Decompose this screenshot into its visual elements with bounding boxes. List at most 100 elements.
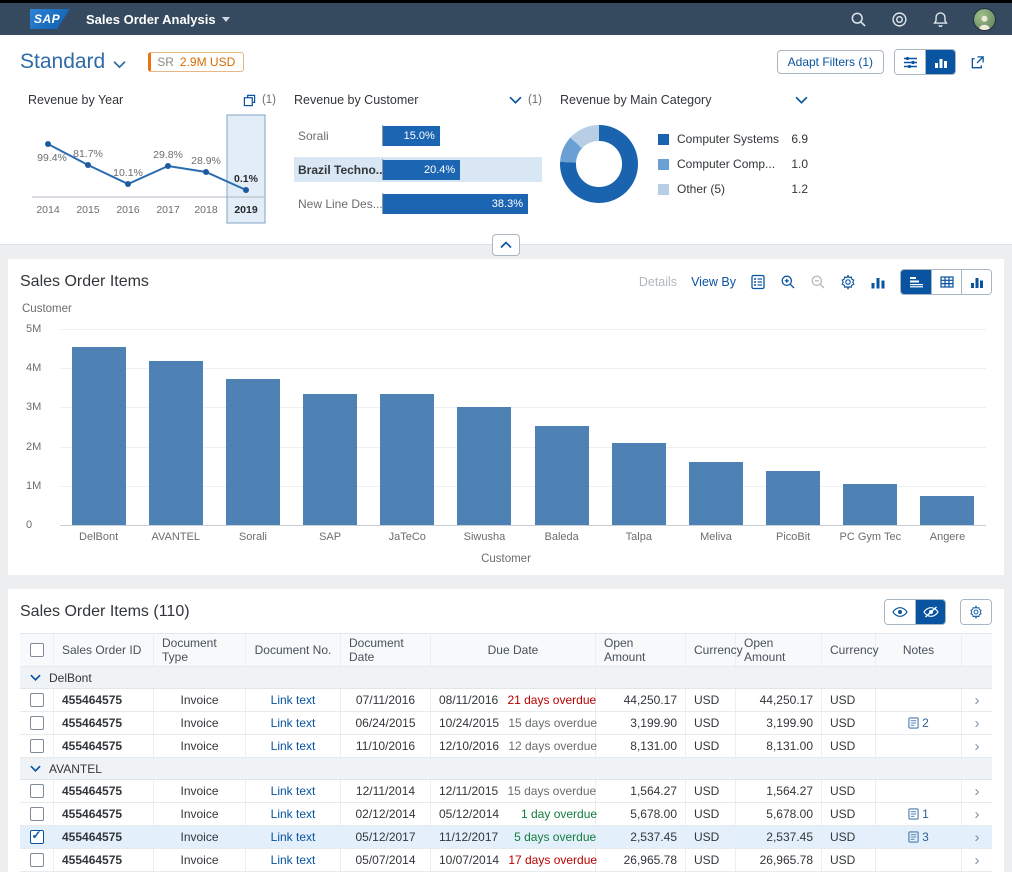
row-checkbox[interactable] [29,716,44,730]
note-badge[interactable]: 3 [908,830,929,844]
legend-item[interactable]: Computer Systems 6.9 [658,132,808,146]
legend-item[interactable]: Other (5) 1.2 [658,182,808,196]
bar[interactable] [380,393,435,525]
header-cell[interactable]: Currency [686,634,743,666]
header-cell[interactable]: Open Amount [736,634,822,666]
table-row[interactable]: 455464575 Invoice Link text 02/12/2014 05/12… [20,803,992,826]
row-navigation-chevron[interactable]: › [974,851,980,869]
chart-table-icon[interactable] [901,270,931,294]
bar[interactable] [534,425,589,525]
search-icon[interactable] [850,11,867,28]
note-badge[interactable]: 2 [908,716,929,730]
bar[interactable] [611,443,666,525]
row-checkbox[interactable] [29,807,44,821]
hbar-bar[interactable]: 38.3% [383,193,528,214]
customer-bar-chart[interactable]: 5M 4M 3M 2M 1M 0 [26,323,986,531]
settings-icon[interactable] [961,600,991,624]
table-icon[interactable] [931,270,961,294]
hbar-row[interactable]: Brazil Techno... 20.4% [294,157,542,182]
header-cell[interactable]: Notes [876,634,962,666]
header-cell[interactable]: Document Date [341,634,431,666]
bar[interactable] [457,407,512,525]
chart-icon[interactable] [961,270,991,294]
header-cell[interactable]: Due Date [431,634,596,666]
cell-document-no-link[interactable]: Link text [246,689,341,711]
cell-document-no-link[interactable]: Link text [246,712,341,734]
cell-document-no-link[interactable]: Link text [246,780,341,802]
bar[interactable] [688,461,743,525]
cell-document-no-link[interactable]: Link text [246,826,341,848]
bar[interactable] [766,470,821,525]
cell-document-no-link[interactable]: Link text [246,803,341,825]
zoom-in-icon[interactable] [780,274,796,290]
variant-selector[interactable]: Standard [20,50,126,74]
note-badge[interactable]: 1 [908,807,929,821]
row-navigation-chevron[interactable]: › [974,714,980,732]
row-checkbox[interactable] [29,784,44,798]
bar[interactable] [920,495,975,525]
bar[interactable] [71,346,126,525]
avatar[interactable] [973,7,996,31]
chevron-down-icon[interactable] [509,94,522,107]
bar[interactable] [225,379,280,525]
table-row[interactable]: 455464575 Invoice Link text 05/07/2014 10/07… [20,849,992,872]
chevron-down-icon[interactable] [795,94,808,107]
column-chart-icon[interactable] [870,274,886,290]
header-cell[interactable]: Currency [822,634,879,666]
chevron-down-icon[interactable] [30,763,41,774]
group-header-row[interactable]: DelBont [20,667,992,689]
cell-open-amount-2: 26,965.78 [736,849,822,871]
bar[interactable] [843,483,898,525]
row-checkbox[interactable] [29,693,44,707]
chevron-down-icon[interactable] [30,672,41,683]
table-row[interactable]: 455464575 Invoice Link text 11/10/2016 12/10… [20,735,992,758]
hbar-row[interactable]: New Line Des... 38.3% [294,191,542,216]
copilot-icon[interactable] [891,11,908,28]
hbar-bar[interactable]: 20.4% [383,159,461,180]
row-navigation-chevron[interactable]: › [974,691,980,709]
view-by-button[interactable]: View By [691,275,736,289]
group-header-row[interactable]: AVANTEL [20,758,992,780]
select-all-checkbox[interactable] [29,643,44,657]
row-checkbox[interactable] [29,828,44,844]
cell-document-no-link[interactable]: Link text [246,849,341,871]
adapt-filters-button[interactable]: Adapt Filters (1) [776,50,884,74]
header-cell[interactable]: Document Type [154,634,246,666]
filter-bar-icon[interactable] [895,50,925,74]
bar[interactable] [303,393,358,525]
show-details-icon[interactable] [885,600,915,624]
header-cell[interactable]: Open Amount [596,634,686,666]
legend-item[interactable]: Computer Comp... 1.0 [658,157,808,171]
table-row[interactable]: 455464575 Invoice Link text 12/11/2014 12/11… [20,780,992,803]
row-checkbox[interactable] [29,853,44,867]
bar[interactable] [148,361,203,525]
hbar-row[interactable]: Sorali 15.0% [294,123,542,148]
row-navigation-chevron[interactable]: › [974,737,980,755]
line-chart[interactable]: 99.4% 81.7% 10.1% 29.8% 28.9% 0.1% 2014 2015 201… [28,113,268,225]
legend-icon[interactable] [750,274,766,290]
hbar-bar[interactable]: 15.0% [383,125,440,146]
share-icon[interactable] [966,51,988,73]
copy-filter-icon[interactable] [243,94,256,107]
gear-icon[interactable] [840,274,856,290]
table-row[interactable]: 455464575 Invoice Link text 07/11/2016 08/11… [20,689,992,712]
cell-sales-order-id: 455464575 [54,712,154,734]
cell-document-no-link[interactable]: Link text [246,735,341,757]
notifications-icon[interactable] [932,11,949,28]
row-navigation-chevron[interactable]: › [974,805,980,823]
zoom-out-icon[interactable] [810,274,826,290]
details-button[interactable]: Details [638,275,678,289]
header-cell[interactable]: Sales Order ID [54,634,154,666]
chart-bar-icon[interactable] [925,50,955,74]
app-title-menu[interactable]: Sales Order Analysis [86,12,230,27]
collapse-header-button[interactable] [492,234,520,256]
row-navigation-chevron[interactable]: › [974,782,980,800]
row-navigation-chevron[interactable]: › [974,828,980,846]
donut-chart[interactable] [560,125,638,203]
table-row[interactable]: 455464575 Invoice Link text 06/24/2015 10/24… [20,712,992,735]
row-checkbox[interactable] [29,739,44,753]
header-cell[interactable]: Document No. [246,634,341,666]
hide-details-icon[interactable] [915,600,945,624]
filter-chip[interactable]: SR 2.9M USD [148,52,245,72]
